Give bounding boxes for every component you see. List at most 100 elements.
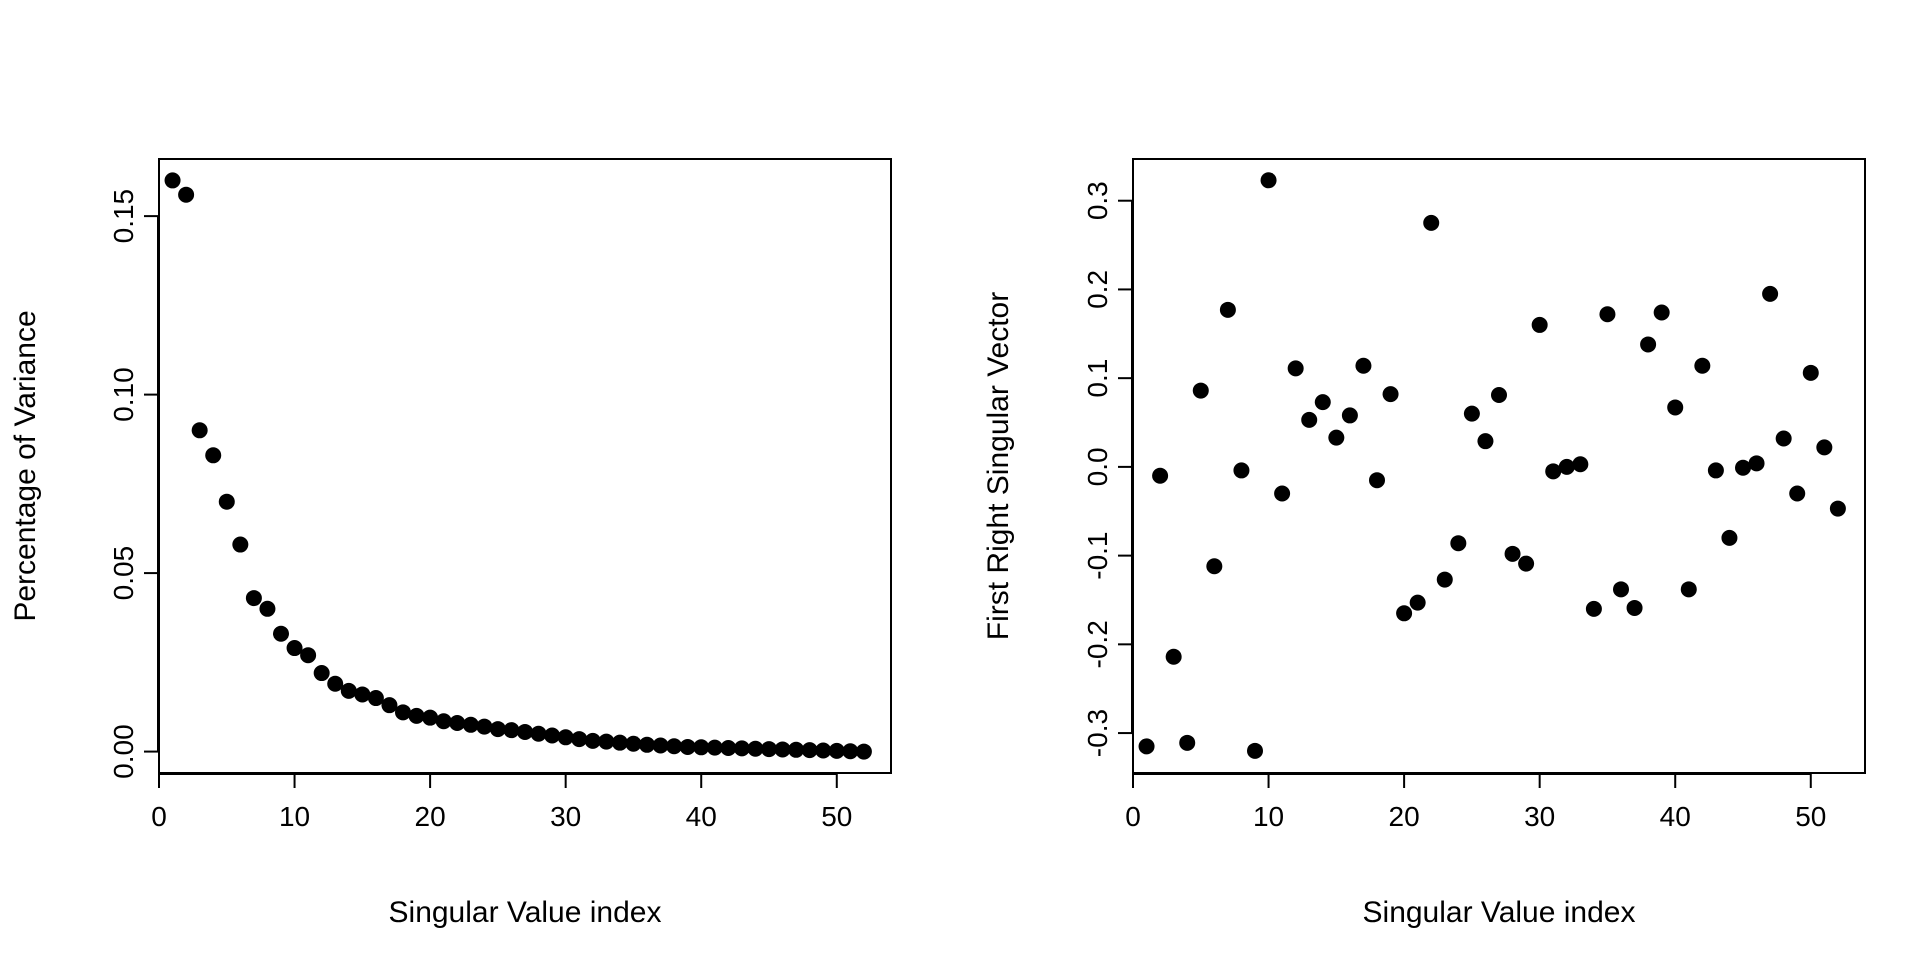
right-x-tick-label: 40 [1660,801,1691,832]
left-data-point [286,640,303,657]
left-data-point [259,600,276,617]
right-data-point [1545,463,1562,480]
left-data-point [544,727,561,744]
left-data-point [706,739,723,756]
right-data-point [1287,360,1304,377]
right-data-point [1206,558,1223,575]
left-data-point [178,186,195,203]
left-data-point [435,713,452,730]
right-data-point [1477,433,1494,450]
left-data-points [164,172,872,760]
left-x-tick-label: 50 [821,801,852,832]
right-data-point [1423,214,1440,231]
right-data-point [1762,285,1779,302]
right-data-point [1653,304,1670,321]
left-data-point [584,732,601,749]
right-data-point [1192,382,1209,399]
left-data-point [232,536,249,553]
right-data-point [1694,357,1711,374]
right-data-point [1680,581,1697,598]
right-chart: -0.3 -0.2 -0.1 0.0 0.1 0.2 0.3 0 10 20 30 40 50 Sin… [982,158,1866,929]
right-data-point [1179,734,1196,751]
right-data-point [1328,429,1345,446]
right-data-point [1816,439,1833,456]
right-data-point [1463,405,1480,422]
right-x-axis: 0 10 20 30 40 50 [1125,773,1826,832]
right-data-point [1219,301,1236,318]
right-data-point [1274,485,1291,502]
left-data-point [747,740,764,757]
left-data-point [571,731,588,748]
left-data-point [462,716,479,733]
right-y-axis-title: First Right Singular Vector [982,292,1015,640]
left-data-point [761,741,777,758]
right-x-axis-title: Singular Value index [1363,896,1636,929]
right-y-tick-label: 0.0 [1082,447,1113,486]
right-data-point [1518,555,1535,572]
left-data-point [503,722,520,739]
left-data-point [842,743,859,760]
left-data-point [557,729,574,746]
right-y-tick-label: -0.3 [1082,709,1113,757]
left-data-point [381,697,398,714]
left-data-point [774,741,791,758]
left-chart: 0.00 0.05 0.10 0.15 0 10 20 30 40 50 Singular Va… [9,158,892,929]
right-data-point [1436,571,1453,588]
left-data-point [354,686,371,703]
right-data-point [1707,462,1724,479]
left-y-tick-label: 0.10 [108,367,139,422]
left-data-point [815,742,832,759]
right-data-point [1613,581,1629,598]
left-data-point [652,737,669,754]
right-data-point [1382,386,1399,403]
right-data-point [1233,462,1250,479]
right-data-point [1748,455,1765,472]
left-data-point [476,718,493,735]
left-data-point [191,422,208,439]
right-data-point [1802,364,1819,381]
right-data-point [1504,545,1521,562]
left-data-point [340,682,357,699]
left-data-point [639,736,655,753]
left-data-point [245,590,262,607]
left-data-point [449,715,466,732]
left-data-point [598,733,615,750]
right-data-point [1341,407,1358,424]
right-data-point [1667,399,1684,416]
right-data-point [1775,430,1792,447]
right-data-point [1721,529,1738,546]
left-data-point [395,704,411,721]
left-x-axis: 0 10 20 30 40 50 [151,773,852,832]
right-data-point [1165,648,1182,665]
right-data-point [1409,594,1426,611]
left-x-tick-label: 30 [550,801,581,832]
left-y-axis-title: Percentage of Variance [9,310,42,621]
right-data-point [1572,456,1589,473]
left-x-tick-label: 40 [686,801,717,832]
right-x-tick-label: 20 [1389,801,1420,832]
left-data-point [625,735,642,752]
left-data-point [164,172,181,189]
right-data-point [1789,485,1806,502]
left-data-point [666,738,683,755]
right-data-point [1396,605,1413,622]
right-data-point [1640,336,1657,353]
left-data-point [611,734,628,751]
right-data-points [1138,172,1846,759]
right-data-point [1152,467,1169,484]
left-x-axis-title: Singular Value index [389,896,662,929]
right-data-point [1531,316,1548,333]
left-y-tick-label: 0.05 [108,546,139,601]
left-data-point [517,723,533,740]
right-data-point [1450,535,1467,552]
right-data-point [1314,394,1331,411]
right-data-point [1138,738,1155,755]
left-data-point [408,707,425,724]
right-x-tick-label: 10 [1253,801,1284,832]
left-data-point [367,690,384,707]
left-data-point [300,647,317,664]
left-data-point [801,742,818,759]
left-y-tick-label: 0.00 [108,724,139,779]
left-x-tick-label: 10 [279,801,310,832]
left-data-point [273,625,289,642]
